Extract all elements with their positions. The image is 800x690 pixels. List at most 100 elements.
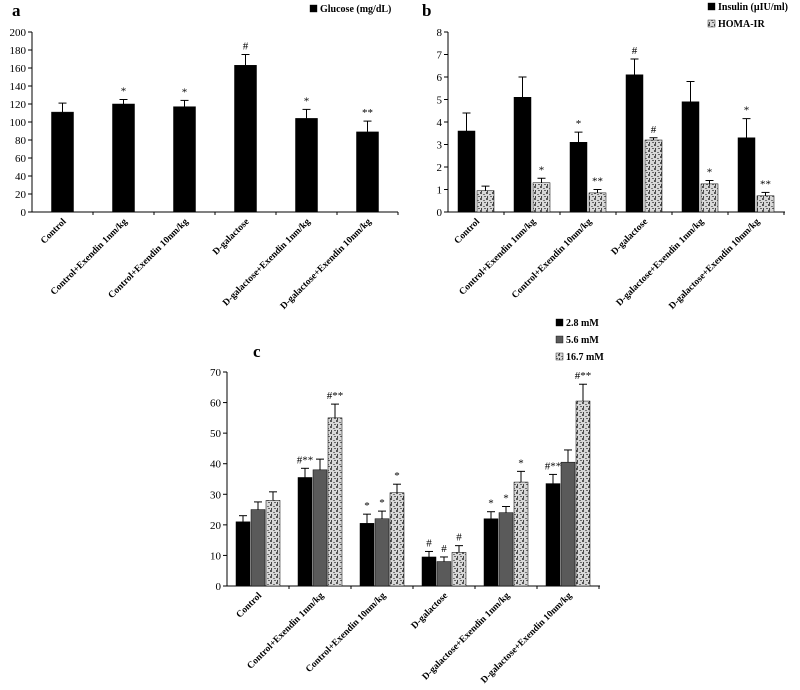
significance-marker: #**	[545, 460, 562, 472]
y-tick-label: 70	[210, 367, 222, 379]
bar	[737, 137, 756, 213]
bar	[681, 101, 700, 213]
bar	[644, 139, 663, 213]
bar	[374, 518, 390, 587]
significance-marker: *	[488, 498, 494, 510]
y-tick-label: 60	[210, 398, 222, 410]
significance-marker: *	[304, 95, 310, 107]
y-tick-label: 4	[437, 117, 443, 129]
legend-label: 2.8 mM	[566, 318, 599, 329]
bar	[513, 97, 532, 213]
bar	[327, 417, 343, 587]
legend-label: Insulin (µIU/ml)	[718, 2, 788, 13]
significance-marker: #	[441, 543, 447, 555]
significance-marker: *	[394, 470, 400, 482]
x-category-label: Control	[235, 591, 265, 621]
y-tick-label: 80	[15, 135, 27, 147]
bar	[700, 183, 719, 213]
legend-label: 5.6 mM	[566, 335, 599, 346]
bar	[265, 500, 281, 587]
significance-marker: #**	[327, 390, 344, 402]
bar	[625, 74, 644, 213]
legend-swatch	[707, 2, 716, 11]
bar	[451, 552, 467, 587]
significance-marker: *	[707, 167, 713, 179]
y-tick-label: 40	[15, 171, 27, 183]
legend-swatch	[309, 4, 318, 13]
y-tick-label: 20	[15, 189, 27, 201]
significance-marker: *	[576, 118, 582, 130]
bar	[756, 195, 775, 213]
y-tick-label: 10	[210, 550, 222, 562]
bar	[457, 130, 476, 213]
bar	[173, 106, 196, 213]
x-category-label: Control	[453, 217, 483, 247]
panel-a-chart: a020406080100120140160180200ControlContr…	[10, 1, 399, 312]
significance-marker: #	[651, 124, 657, 136]
bar	[234, 65, 257, 213]
bar	[560, 461, 576, 587]
bar	[483, 518, 499, 587]
legend-label: 16.7 mM	[566, 352, 604, 363]
legend-label: Glucose (mg/dL)	[320, 4, 391, 15]
significance-marker: **	[362, 107, 373, 119]
bar	[389, 492, 405, 587]
significance-marker: #**	[575, 370, 592, 382]
significance-marker: **	[592, 176, 603, 188]
bar	[545, 483, 561, 587]
y-tick-label: 30	[210, 489, 222, 501]
bar	[569, 142, 588, 213]
bar	[250, 509, 266, 587]
significance-marker: *	[744, 105, 750, 117]
y-tick-label: 20	[210, 520, 222, 532]
panel-label: a	[12, 1, 21, 20]
bar	[112, 103, 135, 213]
significance-marker: *	[503, 493, 509, 505]
x-category-label: D-galactose+Exendin 10nm/kg	[667, 217, 762, 312]
significance-marker: **	[760, 178, 771, 190]
legend-swatch	[555, 318, 564, 327]
bar	[51, 111, 74, 213]
y-tick-label: 7	[437, 50, 443, 62]
x-category-label: D-galactose	[610, 217, 650, 257]
panel-label: b	[422, 1, 431, 20]
bar	[513, 481, 529, 587]
y-tick-label: 100	[10, 117, 27, 129]
bar	[356, 131, 379, 213]
bar	[295, 118, 318, 213]
y-tick-label: 60	[15, 153, 27, 165]
significance-marker: *	[379, 497, 385, 509]
y-tick-label: 180	[10, 45, 27, 57]
bar	[588, 192, 607, 213]
y-tick-label: 120	[10, 99, 27, 111]
y-tick-label: 0	[216, 581, 222, 593]
y-tick-label: 0	[437, 207, 443, 219]
significance-marker: #	[632, 45, 638, 57]
x-category-label: D-galactose	[211, 217, 251, 257]
bar	[235, 521, 251, 587]
y-tick-label: 2	[437, 162, 443, 174]
y-tick-label: 160	[10, 63, 27, 75]
y-tick-label: 8	[437, 27, 443, 39]
y-tick-label: 5	[437, 95, 443, 107]
bar	[498, 512, 514, 587]
significance-marker: *	[182, 86, 188, 98]
legend-swatch	[555, 352, 564, 361]
significance-marker: *	[121, 86, 127, 98]
bar	[312, 469, 328, 587]
bar	[575, 400, 591, 587]
significance-marker: #	[243, 41, 249, 53]
y-tick-label: 0	[21, 207, 27, 219]
y-tick-label: 1	[437, 185, 443, 197]
significance-marker: *	[364, 500, 370, 512]
significance-marker: #	[456, 532, 462, 544]
bar	[359, 523, 375, 587]
significance-marker: #	[426, 537, 432, 549]
bar	[421, 556, 437, 587]
bar	[532, 182, 551, 213]
significance-marker: *	[539, 164, 545, 176]
panel-label: c	[253, 342, 261, 361]
